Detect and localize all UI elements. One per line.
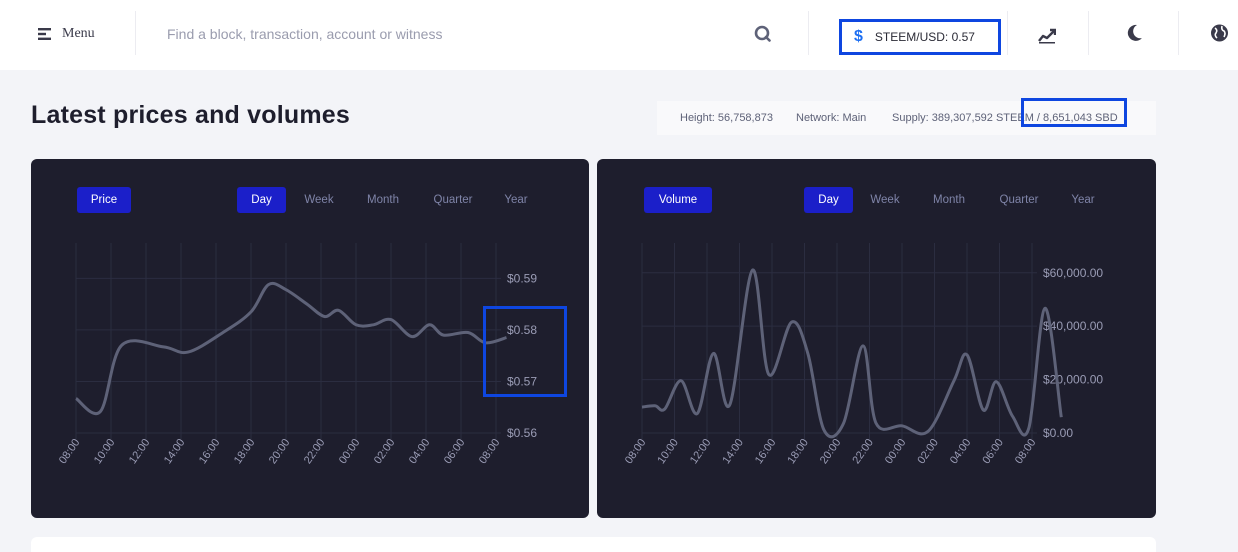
- y-tick-label: $0.56: [507, 426, 537, 440]
- chart-line-icon[interactable]: [1038, 22, 1056, 44]
- x-tick-label: 06:00: [980, 437, 1006, 466]
- tab-week[interactable]: Week: [870, 194, 900, 206]
- x-tick-label: 14:00: [720, 437, 746, 466]
- y-tick-label: $20,000.00: [1043, 373, 1103, 387]
- price-button[interactable]: Price: [77, 187, 131, 213]
- divider: [1088, 11, 1089, 55]
- price-chart: $0.59 $0.58 $0.57 $0.56 08:00 10:00 12:00 14:00…: [57, 243, 537, 466]
- x-tick-label: 18:00: [785, 437, 811, 466]
- block-height: Height: 56,758,873: [680, 112, 773, 124]
- x-tick-label: 08:00: [477, 437, 503, 466]
- price-axis-highlight: [483, 306, 567, 397]
- network-label: Network: Main: [796, 112, 867, 124]
- y-tick-label: $60,000.00: [1043, 266, 1103, 280]
- tab-quarter[interactable]: Quarter: [433, 194, 473, 206]
- x-tick-label: 08:00: [623, 437, 649, 466]
- volume-chart: $60,000.00 $40,000.00 $20,000.00 $0.00 08:00…: [623, 243, 1103, 466]
- x-tick-label: 10:00: [655, 437, 681, 466]
- divider: [808, 11, 809, 55]
- x-tick-label: 14:00: [162, 437, 188, 466]
- divider: [1007, 11, 1008, 55]
- tab-week[interactable]: Week: [304, 194, 334, 206]
- x-tick-label: 10:00: [92, 437, 118, 466]
- x-tick-label: 20:00: [267, 437, 293, 466]
- x-tick-label: 12:00: [688, 437, 714, 466]
- tab-month[interactable]: Month: [933, 194, 965, 206]
- price-ticker[interactable]: $ STEEM/USD: 0.57: [839, 19, 1001, 55]
- x-tick-label: 22:00: [302, 437, 328, 466]
- x-tick-label: 02:00: [372, 437, 398, 466]
- supply-label: Supply: 389,307,592 STEEM / 8,651,043 SB…: [892, 112, 1118, 124]
- x-tick-label: 00:00: [337, 437, 363, 466]
- tab-day[interactable]: Day: [804, 187, 853, 213]
- price-line: [75, 281, 507, 415]
- x-tick-label: 04:00: [407, 437, 433, 466]
- y-tick-label: $0.58: [507, 323, 537, 337]
- volume-chart-card: Volume Day Week Month Quarter Year $60,0…: [597, 159, 1156, 518]
- top-bar: Menu $ STEEM/USD: 0.57: [0, 0, 1238, 70]
- tab-day[interactable]: Day: [237, 187, 286, 213]
- x-tick-label: 08:00: [1013, 437, 1039, 466]
- x-tick-label: 06:00: [442, 437, 468, 466]
- x-tick-label: 02:00: [915, 437, 941, 466]
- tab-month[interactable]: Month: [367, 194, 399, 206]
- globe-icon[interactable]: [1209, 22, 1230, 44]
- volume-button[interactable]: Volume: [644, 187, 712, 213]
- page-title: Latest prices and volumes: [31, 101, 351, 129]
- divider: [135, 11, 136, 55]
- x-tick-label: 22:00: [850, 437, 876, 466]
- x-tick-label: 04:00: [948, 437, 974, 466]
- supply-highlight: [1021, 98, 1127, 127]
- x-tick-label: 16:00: [753, 437, 779, 466]
- network-stats: Height: 56,758,873 Network: Main Supply:…: [657, 101, 1156, 135]
- y-tick-label: $0.59: [507, 271, 537, 285]
- divider: [1178, 11, 1179, 55]
- search-input[interactable]: [152, 20, 732, 48]
- search-icon[interactable]: [754, 25, 771, 42]
- y-tick-label: $0.00: [1043, 426, 1073, 440]
- tab-quarter[interactable]: Quarter: [999, 194, 1039, 206]
- x-tick-label: 16:00: [197, 437, 223, 466]
- x-tick-label: 20:00: [818, 437, 844, 466]
- moon-icon[interactable]: [1124, 22, 1144, 44]
- x-tick-label: 12:00: [127, 437, 153, 466]
- y-tick-label: $0.57: [507, 374, 537, 388]
- x-tick-label: 00:00: [883, 437, 909, 466]
- menu-icon: [38, 28, 51, 40]
- volume-line: [641, 268, 1063, 439]
- x-tick-label: 18:00: [232, 437, 258, 466]
- dollar-icon: $: [854, 28, 863, 45]
- next-section-card: [31, 537, 1156, 552]
- price-ticker-label: STEEM/USD: 0.57: [874, 30, 975, 44]
- menu-label: Menu: [62, 26, 95, 41]
- y-tick-label: $40,000.00: [1043, 319, 1103, 333]
- tab-year[interactable]: Year: [1071, 194, 1095, 206]
- price-chart-card: Price Day Week Month Quarter Year $0.59 $…: [31, 159, 589, 518]
- x-tick-label: 08:00: [57, 437, 83, 466]
- menu-button[interactable]: Menu: [38, 24, 95, 44]
- tab-year[interactable]: Year: [504, 194, 528, 206]
